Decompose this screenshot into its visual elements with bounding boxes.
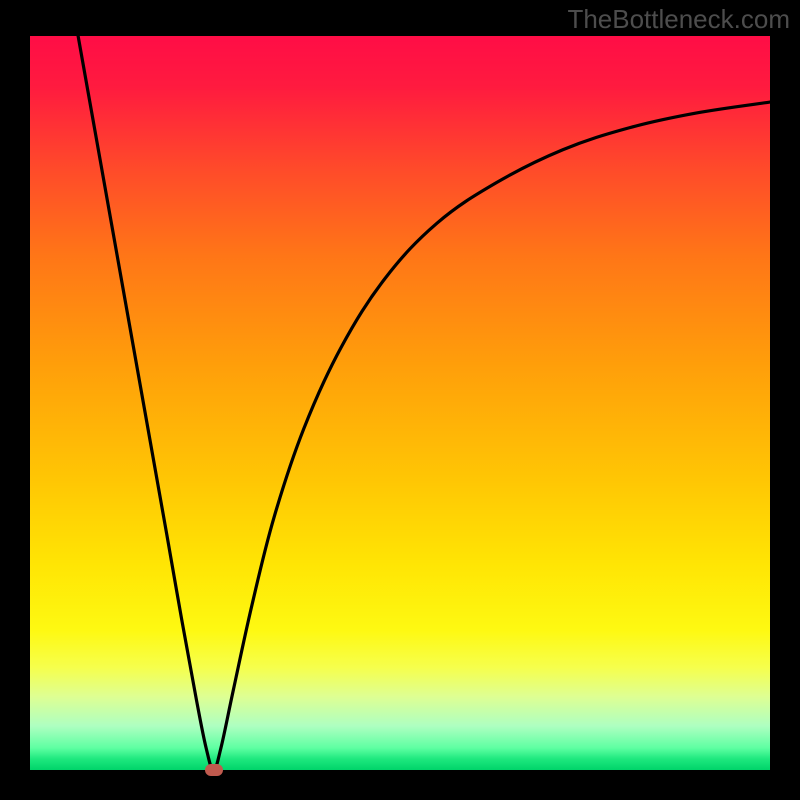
watermark-text: TheBottleneck.com	[567, 4, 790, 35]
bottleneck-curve	[30, 36, 770, 770]
optimum-marker	[205, 764, 223, 776]
plot-area	[30, 36, 770, 770]
chart-stage: TheBottleneck.com	[0, 0, 800, 800]
